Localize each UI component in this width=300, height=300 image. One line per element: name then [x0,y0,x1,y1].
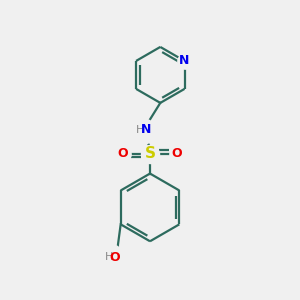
Text: O: O [172,147,182,160]
Text: N: N [141,123,152,136]
Text: O: O [118,147,128,160]
Text: H: H [136,125,144,135]
Text: H: H [105,252,113,262]
Text: N: N [179,54,190,68]
Text: S: S [145,146,155,161]
Text: O: O [110,251,120,264]
